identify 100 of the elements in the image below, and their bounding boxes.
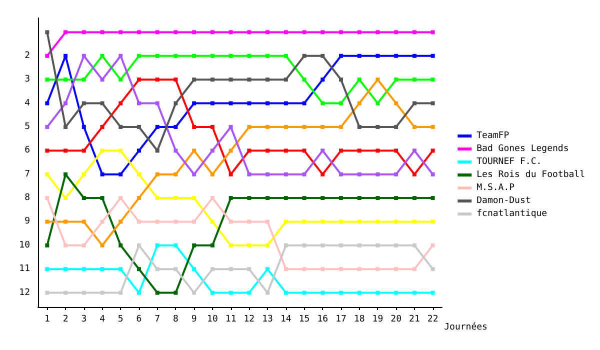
point [118,290,123,295]
point [210,172,214,176]
point [266,148,270,153]
point [82,220,86,224]
x-tick-label: 15 [298,314,310,324]
point [266,243,270,248]
point [137,220,141,224]
x-tick-label: 2 [62,314,68,324]
point [376,148,380,153]
point [137,30,141,34]
x-tick-label: 1 [44,314,50,324]
point [192,243,196,248]
point [118,78,123,82]
line-series [45,54,435,176]
x-tick-label: 6 [136,314,142,324]
point [284,196,288,200]
y-tick-label: 12 [19,288,30,298]
point [174,172,178,176]
line-series [45,196,435,272]
x-tick-label: 18 [354,314,365,324]
point [45,30,50,34]
point [155,148,160,153]
point [100,290,104,295]
point [228,172,233,176]
point [247,290,252,295]
point [357,196,362,200]
point [266,124,270,129]
point [412,148,416,153]
point [376,30,380,34]
legend-label: Damon-Dust [476,196,531,206]
point [357,78,362,82]
point [118,220,123,224]
point [155,220,160,224]
point [64,267,68,272]
point [320,196,325,200]
point [339,290,343,295]
point [339,148,343,153]
point [192,148,196,153]
point [228,101,233,106]
point [64,290,68,295]
point [82,196,86,200]
point [100,148,104,153]
point [137,267,141,272]
point [118,196,123,200]
x-tick-label: 4 [100,314,105,324]
point [155,54,160,58]
point [266,172,270,176]
point [45,78,50,82]
point [100,243,104,248]
point [82,78,86,82]
point [137,172,141,176]
point [210,243,214,248]
point [210,124,214,129]
point [192,172,196,176]
x-tick-label: 19 [372,314,384,324]
point [100,220,104,224]
point [412,172,416,176]
point [155,196,160,200]
point [430,196,435,200]
legend-label: Les Rois du Football [476,170,586,180]
point [174,196,178,200]
point [45,54,50,58]
point [64,148,68,153]
x-tick-label: 12 [244,314,255,324]
point [320,124,325,129]
point [302,148,306,153]
point [357,30,362,34]
point [284,172,288,176]
point [155,290,160,295]
point [137,124,141,129]
point [82,54,86,58]
x-tick-label: 16 [317,314,328,324]
point [82,172,86,176]
point [302,78,306,82]
point [64,196,68,200]
point [82,243,86,248]
point [430,78,435,82]
legend-label: TeamFP [476,131,510,141]
point [430,124,435,129]
point [45,243,50,248]
point [45,290,50,295]
point [394,243,398,248]
point [155,172,160,176]
point [376,172,380,176]
point [339,172,343,176]
point [45,267,50,272]
point [376,243,380,248]
point [210,196,214,200]
point [430,54,435,58]
legend-label: Bad Gones Legends [476,144,569,154]
point [302,267,306,272]
point [320,30,325,34]
point [100,267,104,272]
point [100,172,104,176]
x-tick-label: 20 [390,314,402,324]
point [412,267,416,272]
point [339,101,343,106]
point [394,267,398,272]
point [45,148,50,153]
x-tick-label: 13 [262,314,273,324]
